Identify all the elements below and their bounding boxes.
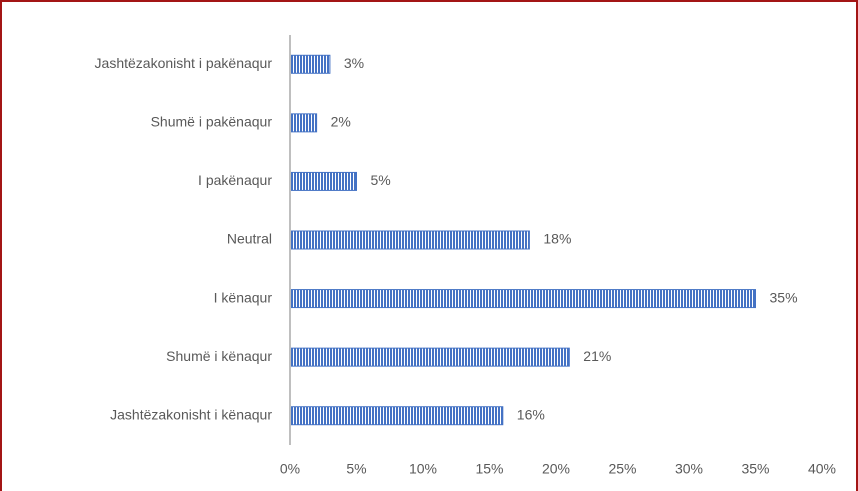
- x-tick-label: 30%: [675, 461, 703, 477]
- y-tick-label: Jashtëzakonisht i kënaqur: [110, 406, 272, 422]
- y-tick-label: I kënaqur: [214, 289, 273, 305]
- y-tick-label: Shumë i pakënaqur: [151, 114, 273, 130]
- data-label: 35%: [770, 289, 798, 305]
- y-tick-label: I pakënaqur: [198, 172, 272, 188]
- bar: [289, 113, 318, 133]
- x-tick-label: 35%: [741, 461, 769, 477]
- bar: [289, 406, 504, 426]
- bar: [289, 171, 357, 191]
- data-label: 5%: [371, 172, 391, 188]
- bar: [289, 347, 570, 367]
- data-label: 16%: [517, 406, 545, 422]
- y-tick-label: Neutral: [227, 231, 272, 247]
- x-tick-label: 40%: [808, 461, 836, 477]
- x-tick-label: 10%: [409, 461, 437, 477]
- data-label: 2%: [331, 114, 351, 130]
- bar: [289, 230, 530, 250]
- data-label: 21%: [583, 348, 611, 364]
- data-label: 18%: [543, 231, 571, 247]
- x-tick-label: 15%: [475, 461, 503, 477]
- bar: [289, 289, 756, 309]
- x-tick-label: 0%: [280, 461, 300, 477]
- x-tick-label: 25%: [608, 461, 636, 477]
- x-tick-label: 5%: [346, 461, 366, 477]
- y-tick-label: Shumë i kënaqur: [166, 348, 272, 364]
- x-tick-label: 20%: [542, 461, 570, 477]
- data-label: 3%: [344, 55, 364, 71]
- y-tick-label: Jashtëzakonisht i pakënaqur: [95, 55, 273, 71]
- bar: [289, 54, 331, 74]
